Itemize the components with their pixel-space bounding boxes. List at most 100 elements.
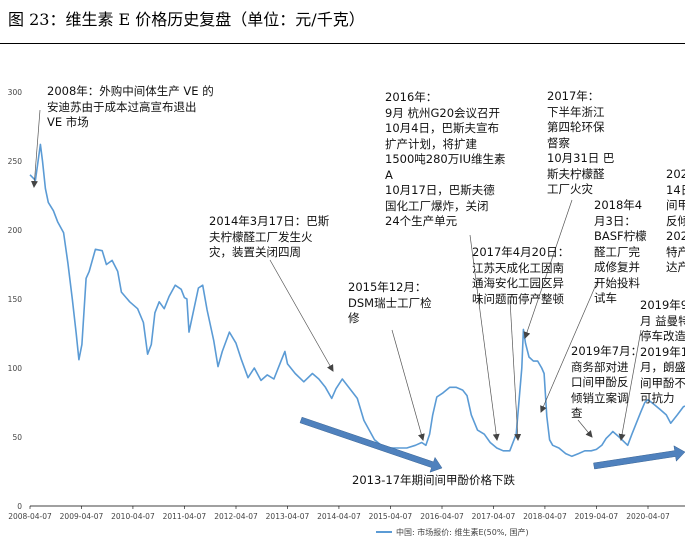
leader-2017b [509,299,522,441]
ann-2014-line: 夫柠檬醛工厂发生火 [209,229,313,244]
leader-2015 [391,329,425,441]
x-tick-label: 2019-04-07 [575,512,619,521]
ann-2021-line: 反倾 [666,213,685,228]
trend-arrow-rise [593,445,685,470]
ann-2017a-line: 下半年浙江 [547,104,605,119]
ann-2015-line: 修 [348,311,360,325]
ann-2019b-line: 间甲酚不 [640,375,685,390]
annotation-2014-basf-fire: 2014年3月17日：巴斯 夫柠檬醛工厂发生火 灾，装置关闭四周 [209,214,329,261]
ann-2017b-line: 江苏天成化工因南 [472,260,564,275]
ann-2018-line: 试车 [594,291,617,305]
ann-2019b-line: 月 益曼特 [640,313,685,328]
ann-2016-line: 9月 杭州G20会议召开 [385,105,501,120]
ann-2017a-line: 10月31日 巴 [547,151,615,165]
leader-2008 [30,109,41,188]
ann-2014-line: 灾，装置关闭四周 [209,245,301,259]
ann-2018-line: 成修复并 [594,260,640,274]
ann-2018-line: 月3日： [594,213,636,228]
figure-title: 图 23：维生素 E 价格历史复盘（单位：元/千克） [8,10,365,29]
ann-2017b-line: 通海安化工园区异 [472,276,564,290]
x-tick-label: 2009-04-07 [60,512,104,521]
ann-2016-line: 10月4日，巴斯夫宣布 [385,121,499,135]
ann-2019b-line: 停车改造 [640,329,685,343]
trend-arrow-label: 2013-17年期间间甲酚价格下跌 [352,473,516,487]
ann-2016-line: 国化工厂爆炸，关闭 [385,198,489,213]
ann-2019a-line: 商务部对进 [571,359,629,374]
x-tick-label: 2011-04-07 [163,512,207,521]
ann-2021-line: 14日 [666,182,685,197]
x-tick-label: 2017-04-07 [472,512,516,521]
ann-2017a-line: 斯夫柠檬醛 [547,166,605,181]
leader-2019a [577,419,593,438]
x-tick-label: 2015-04-07 [369,512,413,521]
x-tick-label: 2013-04-07 [266,512,310,521]
x-tick-label: 2016-04-07 [420,512,464,521]
series-line-vitamin-e [29,143,685,458]
ann-2019b-line: 2019年11 [640,344,685,359]
trend-arrow-decline [299,416,443,473]
x-tick-label: 2008-04-07 [8,512,52,521]
x-tick-label: 2020-04-07 [626,512,670,521]
title-divider [0,43,685,44]
x-tick-label: 2018-04-07 [523,512,567,521]
ann-2017a-line: 督察 [547,135,570,150]
y-tick-label: 300 [8,88,23,97]
ann-2019a-line: 2019年7月： [571,344,643,358]
ann-2008-line: VE 市场 [47,115,89,129]
y-tick-label: 200 [8,226,23,235]
ann-2017b-line: 2017年4月20日： [472,245,570,259]
annotation-2021: 202114日间甲反倾2021特产达产 [666,167,685,276]
ann-2019a-line: 查 [571,406,583,420]
ann-2016-line: 10月17日，巴斯夫德 [385,183,495,197]
ann-2016-line: A [385,167,393,182]
ann-2016-line: 扩产计划，将扩建 [385,136,477,151]
ann-2017a-line: 第四轮环保 [547,120,605,134]
ann-2021-line: 间甲 [666,198,685,212]
leader-2019b [618,329,642,441]
y-tick-label: 250 [8,157,23,166]
annotation-2017-environment: 2017年： 下半年浙江 第四轮环保 督察 10月31日 巴斯夫柠檬醛 工厂火灾 [547,89,614,198]
annotation-2015-dsm: 2015年12月： DSM瑞士工厂检修 [348,280,432,327]
ann-2019b-line: 月，朗盛 [640,360,685,374]
y-tick-label: 0 [17,502,22,511]
ann-2018-line: BASF柠檬 [594,229,647,243]
ann-2017b-line: 味问题而停产整顿 [472,291,564,306]
y-tick-label: 150 [8,295,23,304]
ann-2018-line: 醛工厂完 [594,244,640,259]
leader-2016 [469,234,500,441]
leader-2014 [269,259,334,372]
legend-label: 中国: 市场报价: 维生素E(50%, 国产) [396,527,529,537]
leader-2017a [523,199,573,339]
y-tick-label: 100 [8,364,23,373]
x-tick-label: 2014-04-07 [317,512,361,521]
ann-2014-line: 2014年3月17日：巴斯 [209,214,330,228]
ann-2019b-line: 可抗力 [640,391,675,405]
annotation-2018-basf-restart: 2018年4 月3日： BASF柠檬 醛工厂完 成修复并 开始投料 试车 [594,198,647,307]
x-tick-label: 2010-04-07 [111,512,155,521]
ann-2017a-line: 工厂火灾 [547,182,593,196]
leader-2018 [540,279,599,413]
x-tick-label: 2012-04-07 [214,512,258,521]
y-tick-label: 50 [12,433,22,442]
ann-2016-line: 2016年： [385,90,438,104]
ann-2018-line: 2018年4 [594,198,643,212]
ann-2008-line: 安迪苏由于成本过高宣布退出 [47,99,197,114]
ann-2017a-line: 2017年： [547,89,600,103]
ann-2015-line: DSM瑞士工厂检 [348,295,432,310]
ann-2019b-line: 2019年9 [640,298,685,312]
ann-2015-line: 2015年12月： [348,280,427,294]
annotation-2008: 2008年：外购中间体生产 VE 的安迪苏由于成本过高宣布退出 VE 市场 [47,84,214,131]
ann-2019a-line: 倾销立案调 [571,390,629,405]
ann-2019a-line: 口间甲酚反 [571,375,629,389]
annotation-2016-events: 2016年： 9月 杭州G20会议召开 10月4日，巴斯夫宣布 扩产计划，将扩建 150… [385,90,506,230]
annotation-2017-tiancheng: 2017年4月20日： 江苏天成化工因南 通海安化工园区异 味问题而停产整顿 [472,245,569,307]
ann-2018-line: 开始投料 [594,275,640,290]
ann-2008-line: 2008年：外购中间体生产 VE 的 [47,84,214,98]
annotation-2019-antidumping: 2019年7月： 商务部对进 口间甲酚反 倾销立案调查 [571,344,642,422]
ann-2016-line: 24个生产单元 [385,214,458,228]
ann-2021-line: 达产 [666,260,685,274]
